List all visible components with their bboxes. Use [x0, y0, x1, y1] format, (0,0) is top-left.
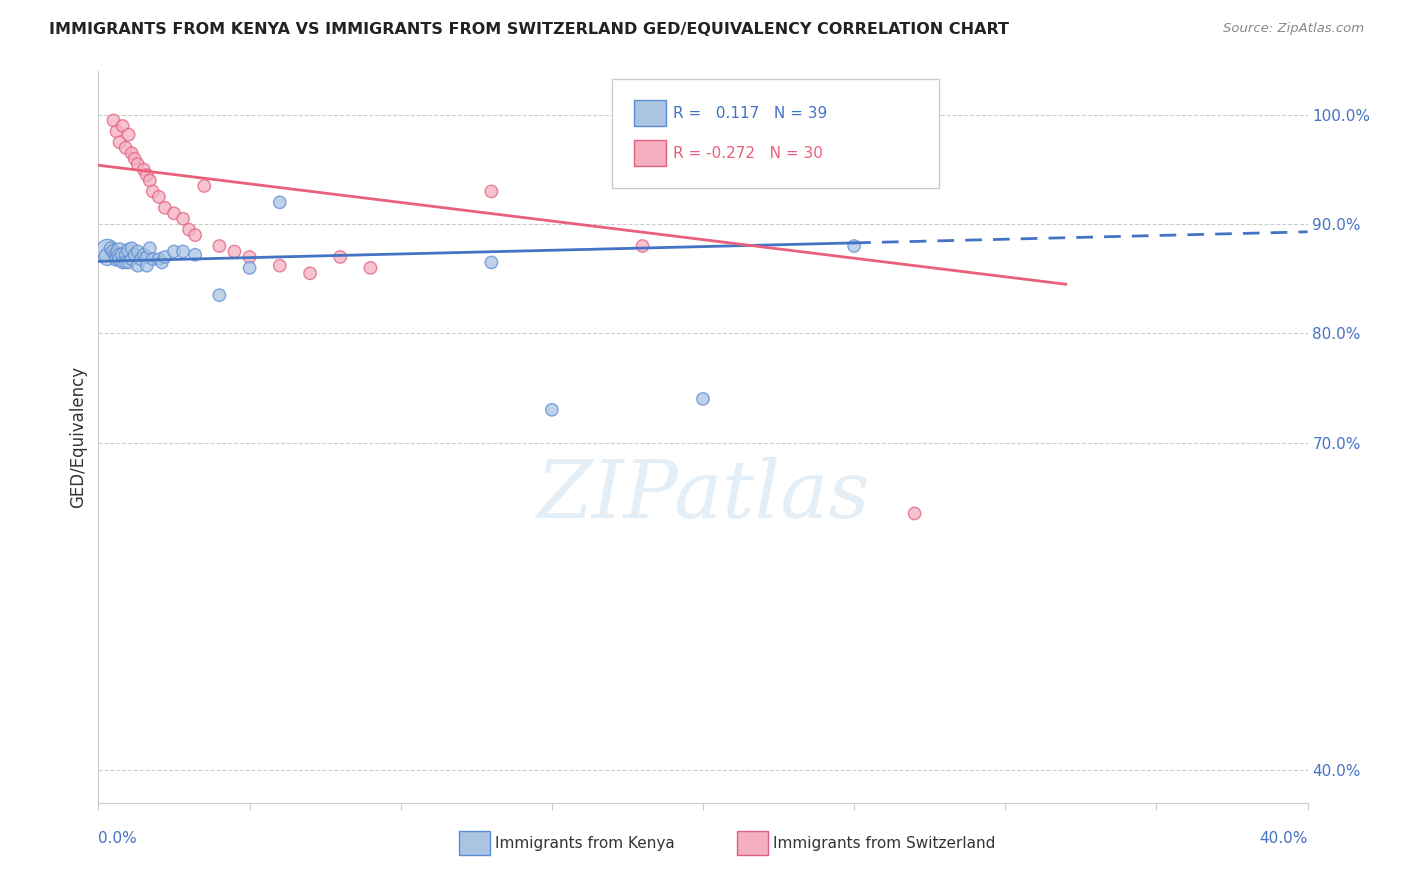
- Point: [224, 244, 246, 259]
- FancyBboxPatch shape: [634, 140, 665, 167]
- Point: [239, 250, 262, 264]
- Point: [844, 239, 866, 253]
- Point: [269, 195, 291, 210]
- Point: [148, 252, 170, 267]
- FancyBboxPatch shape: [634, 100, 665, 127]
- Point: [118, 128, 141, 142]
- Point: [121, 241, 143, 255]
- Point: [118, 244, 141, 258]
- Point: [153, 250, 176, 264]
- Point: [114, 141, 136, 155]
- Point: [135, 168, 157, 182]
- Point: [163, 206, 186, 220]
- Point: [132, 162, 155, 177]
- Point: [100, 241, 122, 255]
- Text: ZIPatlas: ZIPatlas: [536, 457, 870, 534]
- Point: [269, 259, 291, 273]
- Point: [150, 255, 173, 269]
- FancyBboxPatch shape: [613, 78, 939, 188]
- Point: [481, 185, 503, 199]
- Point: [96, 250, 118, 264]
- Point: [127, 157, 149, 171]
- Point: [904, 507, 927, 521]
- Point: [172, 211, 194, 226]
- Point: [108, 249, 131, 263]
- Point: [111, 248, 134, 262]
- Point: [184, 248, 207, 262]
- Point: [299, 266, 322, 280]
- Point: [172, 244, 194, 259]
- Text: 0.0%: 0.0%: [98, 830, 138, 846]
- Point: [108, 244, 131, 259]
- Point: [118, 255, 141, 269]
- Point: [108, 252, 131, 267]
- Point: [96, 244, 118, 258]
- Point: [129, 252, 152, 267]
- Point: [540, 402, 562, 417]
- Point: [481, 255, 503, 269]
- Point: [111, 255, 134, 269]
- Point: [114, 255, 136, 269]
- Point: [127, 259, 149, 273]
- Text: Immigrants from Switzerland: Immigrants from Switzerland: [773, 836, 995, 851]
- Point: [105, 124, 128, 138]
- Point: [163, 244, 186, 259]
- Point: [127, 244, 149, 259]
- Point: [124, 248, 146, 262]
- Point: [103, 244, 125, 259]
- Point: [179, 222, 201, 236]
- Point: [139, 241, 162, 255]
- Point: [142, 252, 165, 267]
- Text: Source: ZipAtlas.com: Source: ZipAtlas.com: [1223, 22, 1364, 36]
- Point: [142, 185, 165, 199]
- Y-axis label: GED/Equivalency: GED/Equivalency: [69, 366, 87, 508]
- Text: IMMIGRANTS FROM KENYA VS IMMIGRANTS FROM SWITZERLAND GED/EQUIVALENCY CORRELATION: IMMIGRANTS FROM KENYA VS IMMIGRANTS FROM…: [49, 22, 1010, 37]
- Point: [153, 201, 176, 215]
- Point: [148, 190, 170, 204]
- Point: [239, 260, 262, 275]
- Point: [135, 259, 157, 273]
- Point: [631, 239, 654, 253]
- Point: [193, 179, 215, 194]
- Point: [132, 248, 155, 262]
- Point: [208, 239, 231, 253]
- Text: Immigrants from Kenya: Immigrants from Kenya: [495, 836, 675, 851]
- Point: [124, 152, 146, 166]
- Point: [103, 113, 125, 128]
- Point: [329, 250, 352, 264]
- Text: R = -0.272   N = 30: R = -0.272 N = 30: [672, 145, 823, 161]
- Text: R =   0.117   N = 39: R = 0.117 N = 39: [672, 105, 827, 120]
- Point: [108, 136, 131, 150]
- Point: [111, 119, 134, 133]
- Point: [139, 173, 162, 187]
- Point: [114, 248, 136, 262]
- Point: [121, 252, 143, 267]
- Point: [692, 392, 714, 406]
- Point: [105, 248, 128, 262]
- FancyBboxPatch shape: [737, 830, 768, 855]
- FancyBboxPatch shape: [458, 830, 491, 855]
- Point: [105, 252, 128, 267]
- Text: 40.0%: 40.0%: [1260, 830, 1308, 846]
- Point: [360, 260, 382, 275]
- Point: [121, 146, 143, 161]
- Point: [184, 228, 207, 243]
- Point: [208, 288, 231, 302]
- Point: [135, 250, 157, 264]
